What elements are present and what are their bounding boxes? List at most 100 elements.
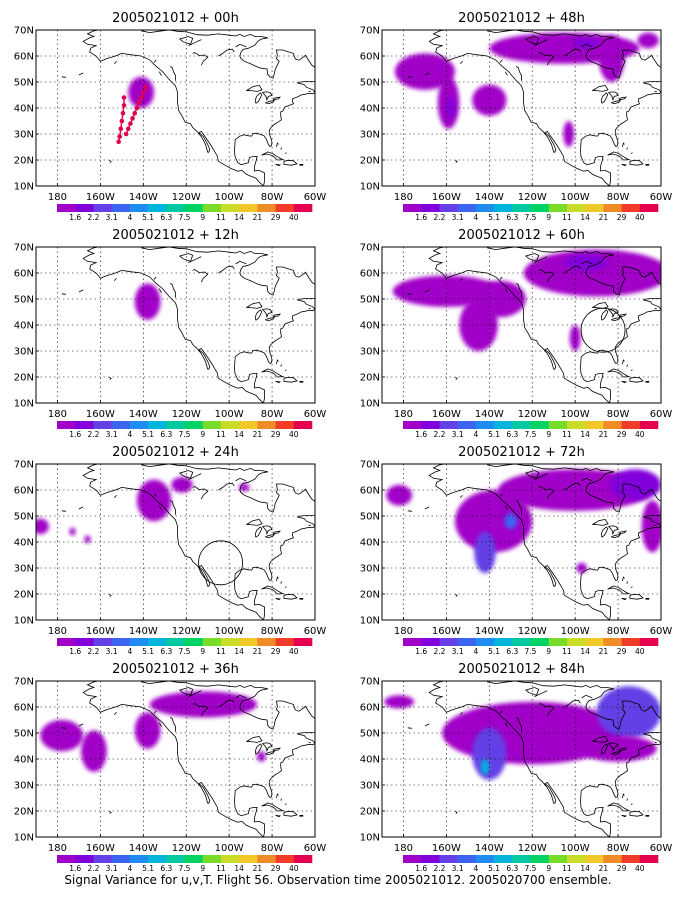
x-tick-label: 160W [86,409,115,420]
island [78,72,84,76]
coastline [265,750,276,756]
colorbar-label: 14 [580,430,590,439]
colorbar-label: 6.3 [506,430,518,439]
colorbar-swatch [639,638,659,646]
colorbar-label: 40 [635,647,645,656]
y-tick-label: 20N [14,590,34,601]
x-tick-label: 140W [129,626,158,637]
colorbar-swatch [93,204,112,212]
coastline [272,96,282,101]
colorbar-label: 29 [617,864,627,873]
observation-point [118,126,124,132]
y-tick-label: 70N [14,677,34,688]
colorbar-label: 14 [580,647,590,656]
island [61,293,67,295]
y-tick-label: 40N [14,538,34,549]
colorbar-swatch [548,204,568,212]
panel-3: 2005021012 + 60h 10N 20N 30N 40N 50N 60N 70N 180… [360,228,676,439]
island [630,586,633,588]
island [505,288,508,293]
colorbar-label: 7.5 [179,430,191,439]
colorbar-label: 6.3 [506,647,518,656]
colorbar-swatch [184,421,204,429]
colorbar-swatch [220,638,240,646]
panel-4: 2005021012 + 24h 10N 20N 30N 40N 50N 60N 70N 180… [14,445,327,656]
variance-region [394,53,455,90]
colorbar-label: 29 [271,647,281,656]
colorbar-swatch [184,204,204,212]
panel-2: 2005021012 + 12h 10N 20N 30N 40N 50N 60N 70N 180… [14,228,327,439]
colorbar-label: 1.6 [69,864,81,873]
island [630,152,633,154]
colorbar-swatch [639,855,659,863]
colorbar-label: 1.6 [69,647,81,656]
island [284,369,287,371]
colorbar-swatch [475,855,495,863]
colorbar-swatch [566,638,586,646]
island [459,494,463,499]
colorbar-label: 14 [234,864,244,873]
y-tick-label: 20N [360,373,380,384]
colorbar-label: 7.5 [525,213,537,222]
island [455,810,458,814]
colorbar-swatch [457,855,477,863]
plot-area [382,464,661,620]
colorbar-swatch [585,421,604,429]
y-tick-label: 10N [360,833,380,844]
colorbar-label: 21 [253,864,263,873]
colorbar-swatch [566,421,586,429]
coastline [100,269,264,403]
island [261,802,285,812]
coastline [246,84,263,92]
coastline [239,266,315,296]
y-tick-label: 40N [360,538,380,549]
coastline [608,525,619,535]
colorbar-swatch [603,204,622,212]
coastline [272,313,282,318]
coastline [239,688,268,708]
x-tick-label: 120W [172,843,201,854]
island [669,295,676,305]
colorbar-swatch [166,204,185,212]
coastline [169,283,176,298]
flight-track [125,86,147,135]
colorbar: 1.6 2.2 3.1 4 5.1 6.3 7.5 9 11 14 21 29 40 [403,204,659,222]
variance-region [40,720,84,752]
coastline [534,39,548,46]
y-tick-label: 70N [360,243,380,254]
island [607,368,631,378]
coastline [581,260,593,265]
island [407,727,413,729]
colorbar-label: 5.1 [142,213,154,222]
coastline [188,473,202,480]
colorbar-swatch [566,855,586,863]
x-tick-label: 120W [172,409,201,420]
colorbar-swatch [275,421,295,429]
y-tick-label: 50N [360,512,380,523]
variance-region [474,531,496,574]
colorbar-label: 4 [127,430,132,439]
colorbar-label: 2.2 [433,647,445,656]
colorbar-label: 9 [546,647,551,656]
island [299,815,304,817]
coastline [585,266,661,296]
variance-region [386,484,413,506]
colorbar-swatch [202,421,222,429]
coastline [487,681,614,690]
x-tick-label: 60W [650,409,673,420]
colorbar-swatch [57,421,76,429]
panel-6: 2005021012 + 36h 10N 20N 30N 40N 50N 60N 70N 180… [14,662,327,873]
colorbar-label: 21 [599,864,609,873]
x-tick-label: 160W [86,626,115,637]
y-tick-label: 20N [14,156,34,167]
panel-1: 2005021012 + 48h 10N 20N 30N 40N 50N 60N 70N 180… [360,11,673,222]
colorbar-swatch [639,204,659,212]
observation-point [121,95,127,100]
island [424,506,430,510]
coastline [178,253,194,262]
observation-point [125,126,131,132]
island [109,159,112,163]
colorbar-label: 9 [200,213,205,222]
island [283,593,298,600]
colorbar-swatch [111,204,131,212]
